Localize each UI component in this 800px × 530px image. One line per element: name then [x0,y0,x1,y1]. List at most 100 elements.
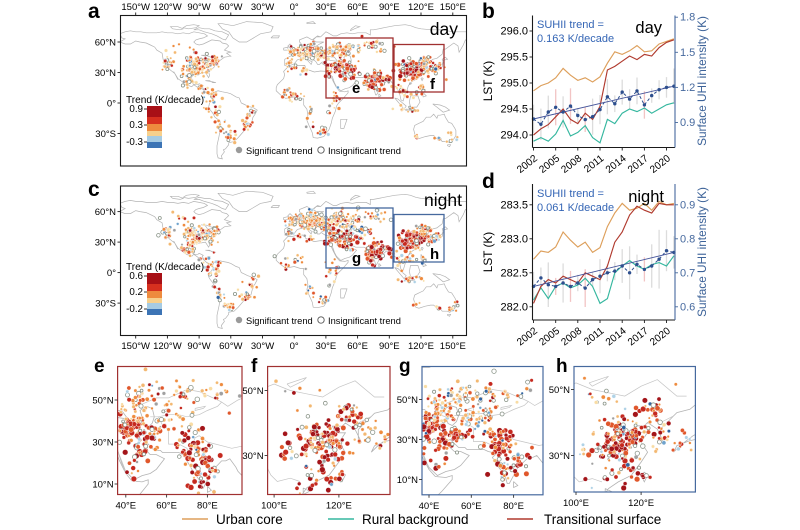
svg-text:Significant trend: Significant trend [246,316,313,326]
svg-text:0°: 0° [290,2,299,13]
svg-text:150°W: 150°W [121,341,150,352]
svg-text:60°N: 60°N [95,207,116,218]
svg-text:f: f [430,76,436,93]
svg-text:30°N: 30°N [549,451,570,462]
svg-text:150°E: 150°E [440,341,466,352]
svg-text:294.0: 294.0 [500,130,528,142]
svg-text:150°E: 150°E [440,2,466,13]
svg-text:30°S: 30°S [95,129,116,140]
svg-text:h: h [556,356,568,377]
svg-text:90°E: 90°E [379,341,400,352]
svg-text:282.5: 282.5 [500,267,528,279]
svg-text:SUHII trend =: SUHII trend = [537,19,604,31]
svg-text:60°W: 60°W [219,2,242,13]
svg-text:SUHII trend =: SUHII trend = [537,188,604,200]
svg-text:120°E: 120°E [628,498,654,509]
svg-text:d: d [482,170,495,193]
svg-text:120°E: 120°E [408,341,434,352]
svg-text:Surface UHI intensity (K): Surface UHI intensity (K) [695,187,709,317]
svg-text:0.6: 0.6 [680,301,695,313]
svg-text:Surface UHI intensity (K): Surface UHI intensity (K) [695,16,709,146]
svg-text:1.8: 1.8 [680,12,695,24]
svg-text:90°E: 90°E [379,2,400,13]
svg-text:1.2: 1.2 [680,82,695,94]
svg-text:295.0: 295.0 [500,78,528,90]
svg-text:296.0: 296.0 [500,26,528,38]
svg-text:Rural background: Rural background [362,512,469,527]
svg-text:0.8: 0.8 [680,233,695,245]
svg-text:e: e [94,356,105,377]
svg-text:-0.3: -0.3 [126,137,143,148]
svg-text:Transitional surface: Transitional surface [544,512,661,527]
svg-text:60°W: 60°W [219,341,242,352]
svg-text:0.3: 0.3 [129,120,143,131]
svg-text:120°E: 120°E [326,501,352,512]
svg-text:0°: 0° [290,341,299,352]
svg-text:100°E: 100°E [261,501,287,512]
svg-text:day: day [635,19,662,37]
svg-text:LST (K): LST (K) [481,61,495,101]
svg-text:1.5: 1.5 [680,47,695,59]
svg-text:30°N: 30°N [95,68,116,79]
svg-text:60°E: 60°E [156,501,177,512]
svg-text:30°N: 30°N [242,451,263,462]
svg-text:h: h [430,246,439,263]
svg-text:40°E: 40°E [419,501,440,512]
svg-text:-0.2: -0.2 [126,304,143,315]
svg-text:30°N: 30°N [92,438,113,449]
svg-text:day: day [430,19,458,39]
svg-text:night: night [628,188,664,206]
svg-text:294.5: 294.5 [500,104,528,116]
svg-text:283.5: 283.5 [500,199,528,211]
svg-text:Significant trend: Significant trend [246,146,313,156]
svg-text:0.163 K/decade: 0.163 K/decade [537,33,614,45]
svg-text:30°W: 30°W [251,2,274,13]
svg-text:60°E: 60°E [347,341,368,352]
svg-text:90°W: 90°W [187,341,210,352]
svg-text:283.0: 283.0 [500,233,528,245]
svg-text:0.9: 0.9 [680,117,695,129]
svg-text:50°N: 50°N [92,396,113,407]
svg-text:60°N: 60°N [95,38,116,49]
svg-text:120°E: 120°E [408,2,434,13]
svg-text:30°E: 30°E [316,341,337,352]
svg-text:30°N: 30°N [95,238,116,249]
svg-text:0.9: 0.9 [129,104,143,115]
svg-text:30°S: 30°S [95,299,116,310]
svg-text:100°E: 100°E [563,498,589,509]
svg-text:30°E: 30°E [316,2,337,13]
svg-text:0.061 K/decade: 0.061 K/decade [537,202,614,214]
svg-text:Insignificant trend: Insignificant trend [328,316,401,326]
svg-text:b: b [482,0,495,23]
svg-text:150°W: 150°W [121,2,150,13]
svg-text:120°W: 120°W [153,2,182,13]
svg-text:night: night [424,190,462,210]
svg-text:g: g [352,250,361,267]
svg-text:Insignificant trend: Insignificant trend [328,146,401,156]
svg-text:0.7: 0.7 [680,267,695,279]
svg-text:30°N: 30°N [397,435,418,446]
svg-text:0.6: 0.6 [129,271,143,282]
svg-text:282.0: 282.0 [500,301,528,313]
svg-text:c: c [88,178,100,201]
svg-text:0°: 0° [107,268,116,279]
svg-text:Trend (K/decade): Trend (K/decade) [126,95,204,106]
svg-text:e: e [352,80,360,97]
svg-text:60°E: 60°E [461,501,482,512]
svg-text:90°W: 90°W [187,2,210,13]
svg-text:a: a [88,0,100,23]
svg-text:0.9: 0.9 [680,199,695,211]
svg-text:60°E: 60°E [347,2,368,13]
svg-text:f: f [251,356,258,377]
svg-text:30°W: 30°W [251,341,274,352]
svg-text:80°E: 80°E [197,501,218,512]
svg-text:LST (K): LST (K) [481,232,495,272]
svg-text:80°E: 80°E [503,501,524,512]
svg-text:295.5: 295.5 [500,52,528,64]
svg-text:50°N: 50°N [397,395,418,406]
svg-text:50°N: 50°N [549,385,570,396]
svg-text:g: g [399,356,411,377]
svg-text:Trend (K/decade): Trend (K/decade) [126,262,204,273]
svg-text:50°N: 50°N [242,386,263,397]
svg-text:10°N: 10°N [92,480,113,491]
